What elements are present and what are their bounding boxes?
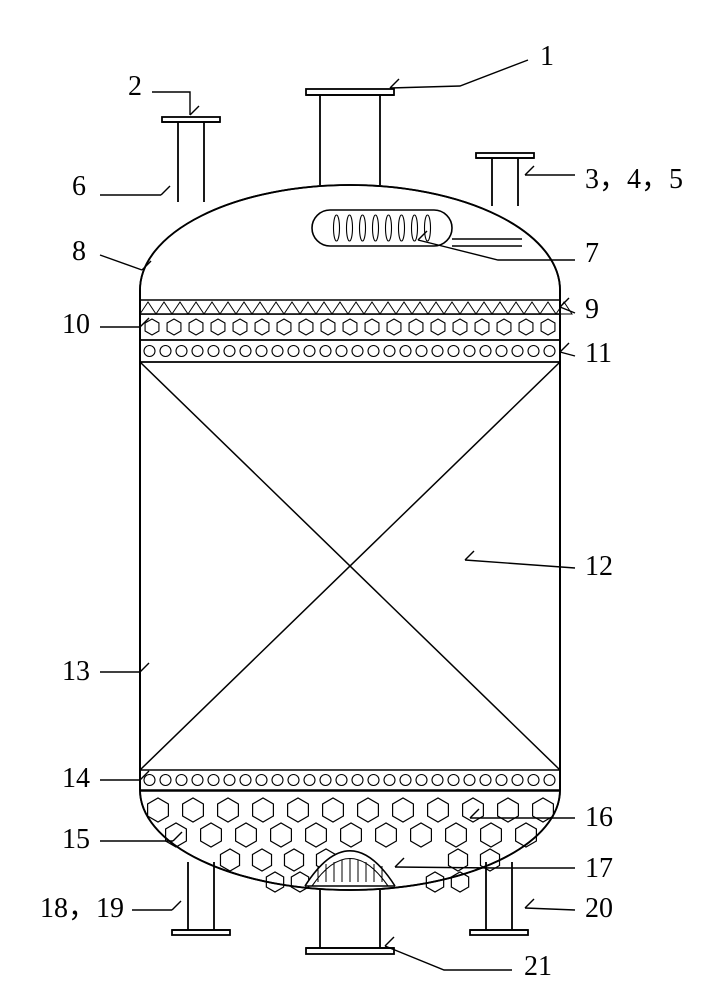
label-11: 11 — [585, 338, 612, 369]
label-3: 3，4，5 — [585, 164, 683, 195]
diagram-root: 123，4，56879101112131415161718，192021 — [0, 0, 722, 1000]
top-side-nozzle-1 — [476, 153, 534, 206]
label-21: 21 — [524, 951, 552, 982]
label-6: 6 — [72, 171, 86, 202]
vessel-shell — [140, 185, 560, 890]
top-main-nozzle — [306, 89, 394, 185]
label-17: 17 — [585, 853, 613, 884]
label-16: 16 — [585, 802, 613, 833]
diagram-svg: 123，4，56879101112131415161718，192021 — [0, 0, 722, 1000]
bottom-side-nozzle-1 — [470, 862, 528, 935]
bottom-side-nozzle-0 — [172, 862, 230, 935]
label-20: 20 — [585, 893, 613, 924]
label-8: 8 — [72, 236, 86, 267]
label-15: 15 — [62, 824, 90, 855]
top-side-nozzle-0 — [162, 117, 220, 202]
label-10: 10 — [62, 309, 90, 340]
label-14: 14 — [62, 763, 90, 794]
label-12: 12 — [585, 551, 613, 582]
label-7: 7 — [585, 238, 599, 269]
label-1: 1 — [540, 41, 554, 72]
label-9: 9 — [585, 294, 599, 325]
label-18: 18，19 — [40, 893, 124, 924]
bottom-outlet-nozzle — [306, 890, 394, 954]
label-13: 13 — [62, 656, 90, 687]
label-2: 2 — [128, 71, 142, 102]
